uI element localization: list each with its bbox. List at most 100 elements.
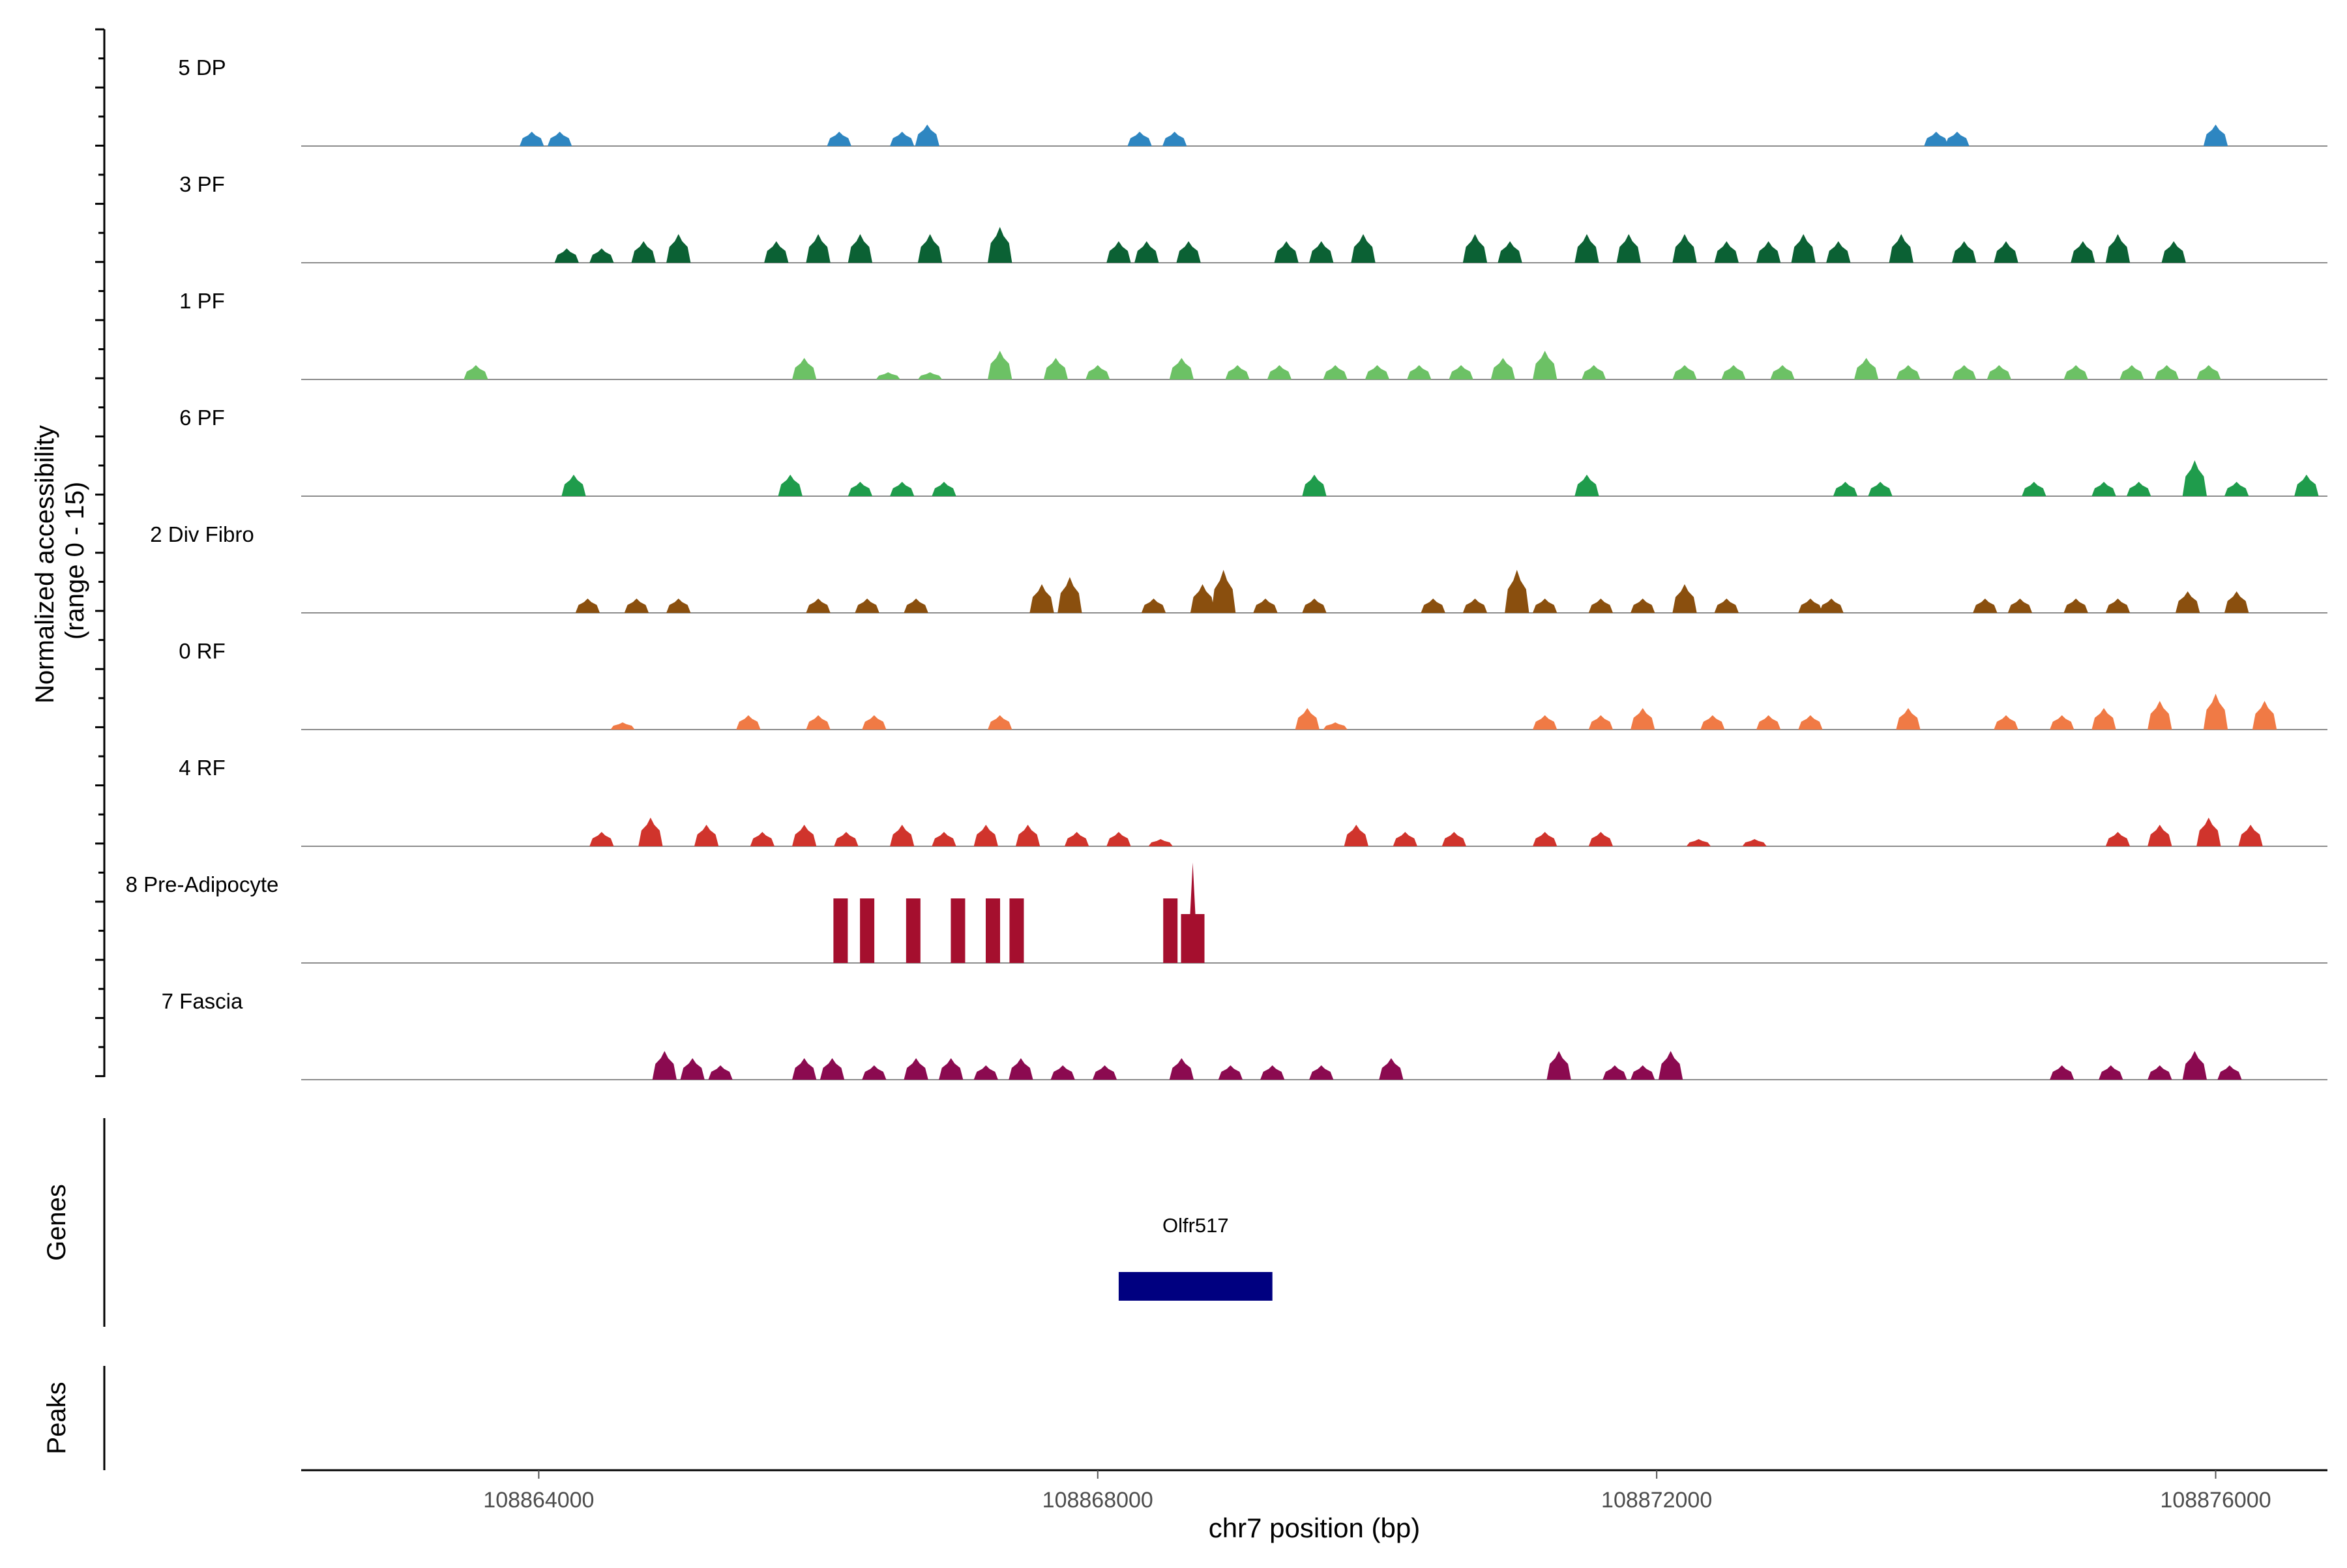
accessibility-peak	[827, 132, 851, 146]
accessibility-peak	[2105, 599, 2131, 613]
accessibility-peak	[1106, 241, 1131, 263]
accessibility-peak	[554, 248, 579, 263]
accessibility-peak	[988, 227, 1012, 263]
accessibility-peak	[2105, 234, 2131, 263]
accessibility-peak	[464, 365, 488, 379]
accessibility-peak	[680, 1058, 705, 1080]
accessibility-peak	[1407, 365, 1432, 379]
accessibility-peak	[2148, 701, 2172, 730]
accessibility-peak	[876, 372, 900, 379]
accessibility-peak	[1574, 234, 1599, 263]
accessibility-peak	[631, 241, 656, 263]
accessibility-peak	[1295, 708, 1320, 730]
accessibility-peak	[2007, 599, 2033, 613]
accessibility-peak	[1162, 132, 1187, 146]
accessibility-peak	[2063, 599, 2088, 613]
accessibility-peak	[1393, 832, 1417, 846]
accessibility-peak	[806, 715, 831, 730]
x-axis-tick-label: 108868000	[1042, 1488, 1153, 1513]
accessibility-peak	[1490, 358, 1516, 379]
accessibility-peak	[2091, 708, 2116, 730]
accessibility-peak	[791, 358, 817, 379]
accessibility-peak	[1533, 599, 1557, 613]
accessibility-peak	[778, 475, 803, 496]
accessibility-peak	[1952, 365, 1977, 379]
accessibility-peak	[547, 132, 572, 146]
accessibility-peak	[2154, 365, 2179, 379]
accessibility-peak	[917, 372, 943, 379]
accessibility-peak	[764, 241, 789, 263]
accessibility-peak	[1163, 898, 1178, 963]
y-axis-label: Normalized accessibility (range 0 - 15)	[31, 418, 89, 703]
accessibility-peak	[917, 234, 943, 263]
accessibility-peak	[1141, 599, 1166, 613]
accessibility-peak	[1302, 475, 1327, 496]
track-label: 8 Pre-Adipocyte	[126, 872, 279, 896]
accessibility-peak	[1588, 599, 1614, 613]
accessibility-peak	[1889, 234, 1913, 263]
accessibility-peak	[2252, 701, 2277, 730]
accessibility-peak	[2091, 482, 2116, 496]
accessibility-peak	[1672, 365, 1697, 379]
accessibility-peak	[1344, 825, 1368, 846]
accessibility-peak	[2119, 365, 2144, 379]
accessibility-peak	[1533, 715, 1557, 730]
accessibility-peak	[561, 475, 586, 496]
accessibility-peak	[1505, 570, 1529, 613]
accessibility-peak	[1686, 839, 1711, 846]
y-axis-label-line1: Normalized accessibility	[31, 425, 59, 703]
accessibility-peak	[1546, 1051, 1571, 1080]
track-6-pf: 6 PF	[179, 406, 2327, 497]
gene-body	[1118, 1272, 1273, 1301]
accessibility-peak	[1945, 132, 1970, 146]
accessibility-peak	[904, 599, 928, 613]
accessibility-peak	[1791, 234, 1816, 263]
accessibility-peak	[1756, 715, 1781, 730]
accessibility-peak	[1421, 599, 1445, 613]
accessibility-peak	[988, 715, 1012, 730]
accessibility-y-axis	[95, 28, 106, 1078]
accessibility-peak	[890, 482, 915, 496]
accessibility-peak	[1714, 241, 1739, 263]
accessibility-peak	[1588, 832, 1614, 846]
accessibility-peak	[848, 234, 873, 263]
accessibility-peak	[1449, 365, 1473, 379]
accessibility-peak	[1050, 1065, 1075, 1080]
accessibility-peak	[1994, 715, 2018, 730]
accessibility-peak	[1009, 898, 1024, 963]
accessibility-peak	[932, 832, 956, 846]
accessibility-peak	[1658, 1051, 1683, 1080]
accessibility-peak	[2196, 365, 2221, 379]
accessibility-peak	[624, 599, 649, 613]
accessibility-peak	[1574, 475, 1599, 496]
accessibility-peak	[1225, 365, 1250, 379]
accessibility-peak	[736, 715, 761, 730]
accessibility-peak	[1770, 365, 1795, 379]
accessibility-peak	[589, 832, 614, 846]
accessibility-peak	[1365, 365, 1390, 379]
accessibility-peak	[2126, 482, 2151, 496]
accessibility-peak	[694, 825, 719, 846]
track-5-dp: 5 DP	[178, 55, 2327, 147]
x-axis: 108864000 108868000 108872000 108876000	[301, 1469, 2327, 1513]
track-0-rf: 0 RF	[179, 639, 2327, 730]
accessibility-peak	[1896, 365, 1921, 379]
accessibility-peak	[906, 898, 921, 963]
accessibility-peak	[1106, 832, 1131, 846]
accessibility-peak	[1015, 825, 1041, 846]
accessibility-peak	[819, 1058, 845, 1080]
accessibility-peak	[1043, 358, 1069, 379]
accessibility-peak	[1616, 234, 1641, 263]
x-axis-tick-label: 108864000	[483, 1488, 594, 1513]
accessibility-peak	[1533, 351, 1557, 379]
accessibility-peak	[791, 825, 817, 846]
accessibility-peak	[1029, 584, 1054, 613]
accessibility-peak	[1602, 1065, 1627, 1080]
accessibility-peak	[1323, 365, 1348, 379]
accessibility-peak	[2050, 1065, 2074, 1080]
accessibility-peak	[1631, 708, 1655, 730]
accessibility-peak	[1700, 715, 1725, 730]
track-label: 0 RF	[179, 639, 226, 663]
track-8-pre-adipocyte: 8 Pre-Adipocyte	[126, 863, 2327, 964]
